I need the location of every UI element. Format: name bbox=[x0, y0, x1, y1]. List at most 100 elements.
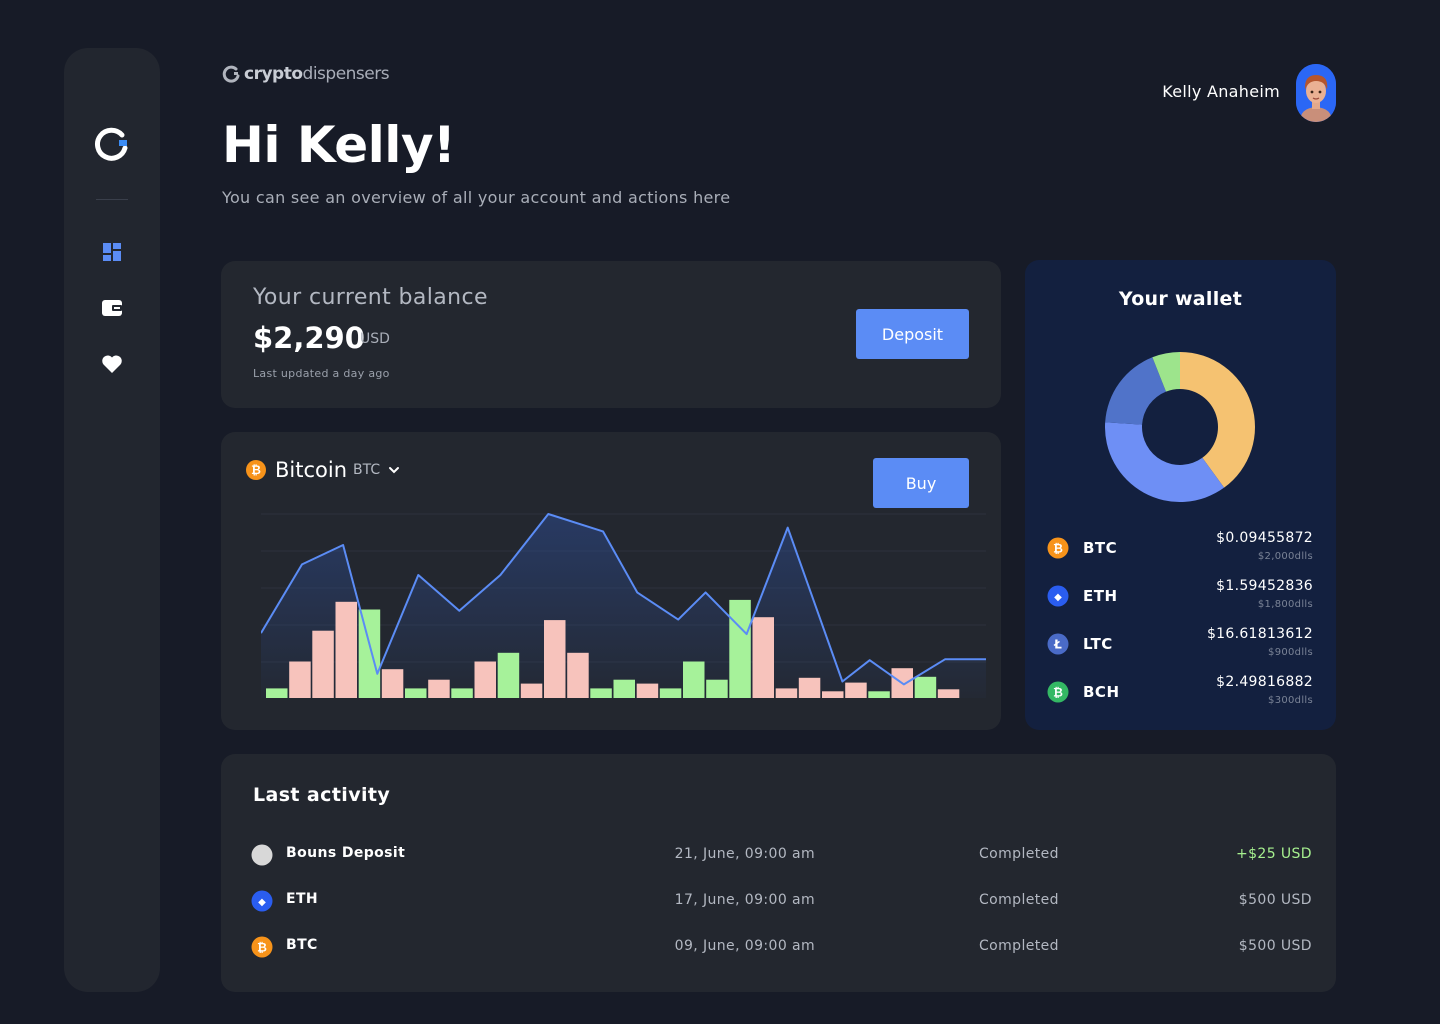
activity-row[interactable]: ₿ BTC 09, June, 09:00 am Completed $500 USD bbox=[251, 932, 1312, 960]
volume-bar bbox=[822, 691, 844, 698]
page-title: Hi Kelly! bbox=[222, 116, 456, 174]
wallet-amount: $2.49816882 bbox=[1216, 674, 1313, 690]
activity-status: Completed bbox=[979, 892, 1059, 908]
activity-label: BTC bbox=[286, 937, 318, 953]
coin-ticker: BTC bbox=[353, 462, 381, 478]
chevron-down-icon bbox=[389, 467, 400, 474]
donut-slice-bch[interactable] bbox=[1152, 352, 1180, 392]
volume-bar bbox=[520, 683, 543, 698]
bitcoin-cash-icon: ₿ bbox=[1047, 681, 1069, 703]
volume-bar bbox=[706, 679, 728, 698]
price-area bbox=[261, 514, 986, 698]
volume-bar bbox=[914, 676, 937, 698]
volume-bar bbox=[335, 601, 357, 698]
volume-bar bbox=[868, 691, 890, 698]
wallet-ticker: BTC bbox=[1083, 539, 1118, 557]
balance-card: Your current balance $2,290 USD Last upd… bbox=[221, 261, 1001, 408]
volume-bar bbox=[451, 688, 473, 698]
volume-bar bbox=[544, 620, 566, 698]
user-name[interactable]: Kelly Anaheim bbox=[1162, 82, 1280, 101]
volume-bar bbox=[845, 682, 867, 698]
deposit-button[interactable]: Deposit bbox=[856, 309, 969, 359]
deposit-icon bbox=[251, 844, 273, 866]
activity-value: +$25 USD bbox=[1235, 846, 1312, 862]
svg-text:Ł: Ł bbox=[1053, 638, 1062, 652]
avatar[interactable] bbox=[1296, 64, 1336, 122]
activity-label: Bouns Deposit bbox=[286, 845, 406, 861]
bitcoin-icon: ₿ bbox=[1047, 537, 1069, 559]
volume-bar bbox=[266, 688, 288, 698]
ethereum-icon: ◆ bbox=[1047, 585, 1069, 607]
wallet-ticker: BCH bbox=[1083, 683, 1120, 701]
wallet-usd-value: $300dlls bbox=[1268, 695, 1313, 706]
activity-row[interactable]: Bouns Deposit 21, June, 09:00 am Completed… bbox=[251, 840, 1312, 868]
wallet-row-eth[interactable]: ◆ ETH $1.59452836 $1,800dlls bbox=[1047, 576, 1313, 616]
sidebar-item-dashboard[interactable] bbox=[100, 240, 124, 264]
bitcoin-icon: ₿ bbox=[251, 936, 273, 958]
dashboard-grid-icon bbox=[103, 243, 121, 261]
activity-status: Completed bbox=[979, 938, 1059, 954]
sidebar bbox=[64, 48, 160, 992]
wallet-usd-value: $2,000dlls bbox=[1257, 551, 1313, 562]
activity-value: $500 USD bbox=[1238, 892, 1312, 908]
volume-bar bbox=[474, 661, 496, 698]
activity-status: Completed bbox=[979, 846, 1059, 862]
wallet-donut-chart bbox=[1105, 352, 1255, 502]
wallet-ticker: LTC bbox=[1083, 635, 1113, 653]
price-chart bbox=[261, 513, 986, 698]
volume-bar bbox=[289, 661, 311, 698]
donut-slice-ltc[interactable] bbox=[1105, 357, 1167, 425]
activity-date: 21, June, 09:00 am bbox=[674, 846, 815, 862]
volume-bar bbox=[497, 652, 520, 698]
sidebar-item-favorites[interactable] bbox=[100, 352, 124, 376]
coin-name: Bitcoin bbox=[275, 458, 348, 482]
volume-bar bbox=[659, 688, 682, 698]
page-subtitle: You can see an overview of all your acco… bbox=[222, 188, 731, 207]
balance-label: Your current balance bbox=[253, 285, 488, 310]
activity-label: ETH bbox=[286, 891, 319, 907]
ethereum-icon: ◆ bbox=[251, 890, 273, 912]
volume-bar bbox=[798, 677, 821, 698]
donut-slice-eth[interactable] bbox=[1105, 422, 1225, 502]
volume-bar bbox=[683, 661, 705, 698]
heart-icon bbox=[102, 355, 122, 373]
user-avatar-icon bbox=[1296, 64, 1336, 122]
activity-date: 09, June, 09:00 am bbox=[674, 938, 815, 954]
svg-text:₿: ₿ bbox=[1053, 542, 1063, 556]
buy-button[interactable]: Buy bbox=[873, 458, 969, 508]
volume-bar bbox=[405, 688, 427, 698]
volume-bar bbox=[613, 679, 635, 698]
volume-bar bbox=[428, 679, 450, 698]
volume-bar bbox=[636, 683, 659, 698]
app-logo-icon[interactable] bbox=[94, 126, 130, 162]
volume-bar bbox=[937, 689, 960, 698]
svg-text:◆: ◆ bbox=[1054, 592, 1062, 603]
market-chart-card: ₿ Bitcoin BTC Buy bbox=[221, 432, 1001, 730]
activity-row[interactable]: ◆ ETH 17, June, 09:00 am Completed $500 USD bbox=[251, 886, 1312, 914]
activity-date: 17, June, 09:00 am bbox=[674, 892, 815, 908]
donut-slice-btc[interactable] bbox=[1180, 352, 1255, 488]
sidebar-divider bbox=[96, 199, 128, 200]
wallet-card: Your wallet ₿ BTC $0.09455872 $2,000dlls ◆ ET… bbox=[1025, 260, 1336, 730]
litecoin-icon: Ł bbox=[1047, 633, 1069, 655]
wallet-usd-value: $900dlls bbox=[1268, 647, 1313, 658]
bitcoin-icon: ₿ bbox=[246, 460, 266, 480]
wallet-amount: $16.61813612 bbox=[1206, 626, 1313, 642]
wallet-icon bbox=[102, 300, 122, 316]
coin-selector[interactable]: ₿ Bitcoin BTC bbox=[245, 458, 400, 482]
sidebar-item-wallet[interactable] bbox=[100, 296, 124, 320]
volume-bar bbox=[312, 630, 334, 698]
balance-unit: USD bbox=[360, 331, 390, 347]
activity-title: Last activity bbox=[253, 784, 391, 806]
price-line bbox=[261, 513, 986, 686]
wallet-row-ltc[interactable]: Ł LTC $16.61813612 $900dlls bbox=[1047, 624, 1313, 664]
svg-text:₿: ₿ bbox=[1053, 686, 1063, 700]
brand-logo[interactable]: cryptodispensers bbox=[221, 62, 390, 86]
wallet-row-btc[interactable]: ₿ BTC $0.09455872 $2,000dlls bbox=[1047, 528, 1313, 568]
brand-mark-icon bbox=[222, 65, 240, 83]
wallet-row-bch[interactable]: ₿ BCH $2.49816882 $300dlls bbox=[1047, 672, 1313, 712]
volume-bar bbox=[590, 688, 612, 698]
activity-card: Last activity Bouns Deposit 21, June, 09:… bbox=[221, 754, 1336, 992]
wallet-usd-value: $1,800dlls bbox=[1257, 599, 1313, 610]
wallet-ticker: ETH bbox=[1083, 587, 1118, 605]
